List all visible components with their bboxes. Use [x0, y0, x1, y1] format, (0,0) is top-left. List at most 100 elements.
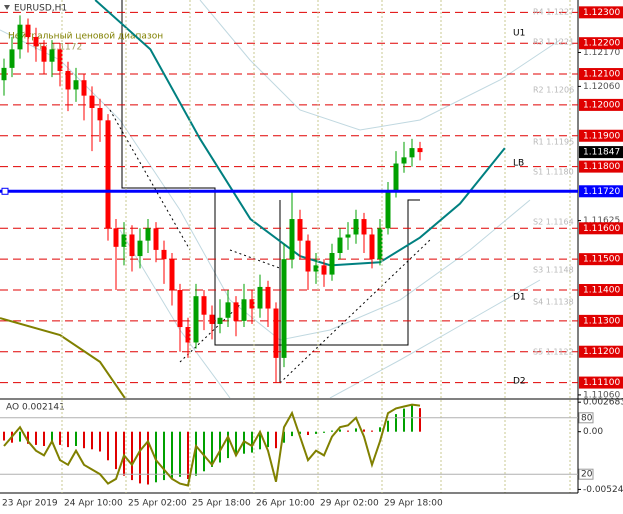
- support-handle: [1, 187, 9, 195]
- candle-body: [81, 80, 87, 96]
- ao-label: AO 0.002141: [6, 403, 65, 413]
- annotation: LB: [513, 159, 524, 169]
- support-label: 1.11720: [583, 187, 620, 197]
- ao-bar: [83, 431, 85, 449]
- band-line: [329, 279, 541, 398]
- ao-bar: [131, 431, 133, 481]
- candle-body: [369, 234, 375, 260]
- candle-body: [153, 228, 159, 250]
- pivot-label: S2 1.1164: [533, 218, 574, 227]
- indicator-line: [0, 317, 126, 398]
- ao-bar: [339, 429, 341, 432]
- ao-bar: [235, 431, 237, 456]
- level-label-bg: [579, 98, 623, 111]
- ao-bar: [211, 431, 213, 467]
- candle-body: [241, 299, 247, 321]
- candle-body: [273, 308, 279, 358]
- ao-bar: [107, 431, 109, 461]
- ao-tick-label: 0.002683: [583, 398, 623, 408]
- ao-bar: [315, 431, 317, 434]
- pivot-label: R2 1.1206: [533, 86, 574, 95]
- ao-bar: [51, 431, 53, 444]
- ao-bar: [59, 431, 61, 445]
- candle-body: [209, 314, 215, 324]
- candle-body: [137, 240, 143, 257]
- ao-bar: [171, 431, 173, 478]
- ao-bar: [115, 431, 117, 470]
- candle-body: [377, 228, 383, 260]
- ao-bar: [363, 429, 365, 432]
- ao-bar: [259, 431, 261, 450]
- level-label-bg: [579, 253, 623, 266]
- candle-body: [17, 24, 23, 50]
- ao-bar: [379, 427, 381, 432]
- level-label-bg: [579, 376, 623, 389]
- candle-body: [65, 70, 71, 90]
- ao-bar: [251, 431, 253, 453]
- ao-bar: [163, 431, 165, 481]
- support-label-bg: [579, 185, 623, 198]
- ao-bar: [227, 431, 229, 459]
- level-label-bg: [579, 284, 623, 297]
- y-tick-label: 1.12060: [583, 82, 620, 92]
- level-label-bg: [579, 6, 623, 19]
- stoch-line: [3, 403, 421, 487]
- ao-bar: [387, 420, 389, 432]
- ao-bar: [331, 430, 333, 432]
- ao-bar: [99, 431, 101, 452]
- candle-body: [145, 228, 151, 241]
- level-label-bg: [579, 68, 623, 81]
- ao-bar: [323, 431, 325, 433]
- annotation: U1: [513, 29, 525, 39]
- candle-body: [385, 191, 391, 229]
- ao-bar: [299, 431, 301, 434]
- ao-bar: [403, 408, 405, 432]
- candle-body: [289, 219, 295, 260]
- ao-bar: [139, 431, 141, 484]
- level-label-bg: [579, 160, 623, 173]
- candle-body: [41, 46, 47, 62]
- ao-bar: [43, 431, 45, 446]
- ao-bar: [35, 431, 37, 445]
- level-label: 1.11300: [583, 316, 620, 326]
- level-label-bg: [579, 129, 623, 142]
- chart-title: EURUSD,H1: [14, 4, 67, 14]
- ao-bar: [307, 431, 309, 435]
- x-tick-label: 25 Apr 18:00: [192, 499, 251, 509]
- ao-tick-label: -0.005247: [583, 485, 623, 495]
- stoch-tick-label: 80: [581, 413, 593, 423]
- dotted-trend: [109, 109, 191, 251]
- ao-bar: [195, 431, 197, 476]
- level-label: 1.12200: [583, 39, 620, 49]
- ao-bar: [419, 408, 421, 432]
- band-line: [199, 0, 561, 131]
- candle-body: [113, 228, 119, 247]
- ao-bar: [267, 431, 269, 448]
- ao-bar: [291, 431, 293, 437]
- range-box: [121, 0, 420, 346]
- candle-body: [97, 107, 103, 121]
- candle-body: [265, 286, 271, 309]
- ao-bar: [187, 431, 189, 479]
- ao-bar: [203, 431, 205, 472]
- x-tick-label: 29 Apr 02:00: [320, 499, 379, 509]
- candle-body: [185, 327, 191, 343]
- pivot-label: R3 1.1221: [533, 38, 574, 47]
- candle-body: [297, 219, 303, 241]
- price-pane: [0, 0, 578, 398]
- candle-body: [169, 259, 175, 291]
- ao-bar: [75, 431, 77, 446]
- ao-bar: [411, 405, 413, 432]
- x-tick-label: 25 Apr 02:00: [128, 499, 187, 509]
- candle-body: [345, 234, 351, 238]
- level-label: 1.11500: [583, 255, 620, 265]
- pivot-label: S3 1.1148: [533, 266, 574, 275]
- stoch-label-bg: [578, 412, 594, 424]
- level-label-bg: [579, 222, 623, 235]
- candle-body: [401, 157, 407, 164]
- candle-body: [417, 148, 423, 153]
- candle-body: [217, 317, 223, 324]
- ao-bar: [219, 431, 221, 463]
